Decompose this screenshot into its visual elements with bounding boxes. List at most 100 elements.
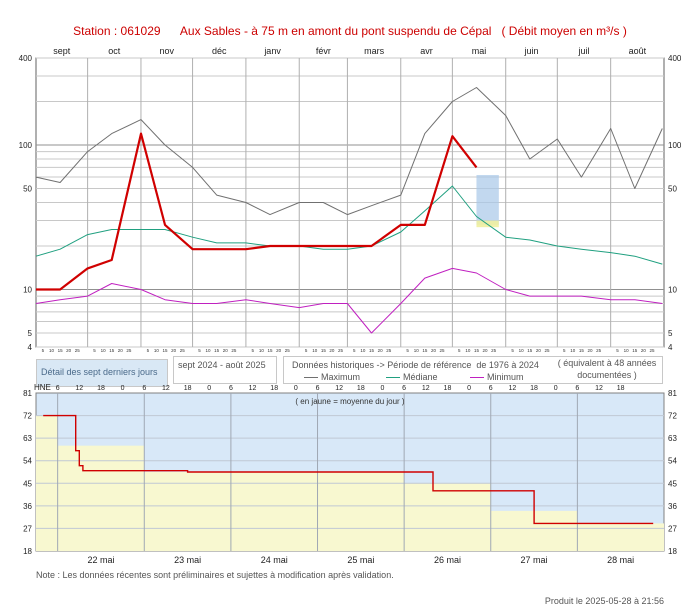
day-tick-label: 10	[101, 348, 107, 353]
detail-day-label: 27 mai	[521, 555, 548, 565]
historical-note-box: ( équivalent à 48 années documentées )	[553, 357, 661, 383]
y-tick-label-right: 50	[668, 184, 677, 193]
daily-mean-block	[490, 510, 578, 551]
detail-y-tick-right: 72	[668, 412, 677, 421]
month-label: sept	[53, 46, 71, 56]
day-tick-label: 5	[305, 348, 308, 353]
median-series-line	[35, 185, 663, 265]
day-tick-label: 5	[563, 348, 566, 353]
detail-y-tick-right: 18	[668, 547, 677, 556]
month-label: janv	[263, 46, 281, 56]
detail-day-label: 24 mai	[261, 555, 288, 565]
y-tick-label-left: 10	[23, 285, 32, 294]
legend-minimum-swatch	[470, 377, 484, 379]
day-tick-label: 20	[536, 348, 542, 353]
day-tick-label: 15	[527, 348, 533, 353]
day-tick-label: 10	[154, 348, 160, 353]
detail-y-tick-left: 72	[23, 412, 32, 421]
daily-mean-block	[144, 472, 231, 551]
day-tick-label: 20	[378, 348, 384, 353]
y-tick-label-right: 100	[668, 141, 682, 150]
y-tick-label-left: 400	[19, 54, 33, 63]
hour-tick-label: 18	[184, 385, 192, 392]
y-tick-label-right: 10	[668, 285, 677, 294]
detail-y-tick-left: 18	[23, 547, 32, 556]
detail-y-tick-right: 27	[668, 524, 677, 533]
day-tick-label: 20	[588, 348, 594, 353]
hour-tick-label: 6	[402, 385, 406, 392]
detail-flow-line	[43, 414, 654, 525]
recent-period-highlight	[476, 174, 499, 225]
day-tick-label: 25	[386, 348, 392, 353]
day-tick-label: 25	[338, 348, 344, 353]
month-label: déc	[212, 46, 227, 56]
hour-tick-label: 12	[509, 385, 517, 392]
month-label: juin	[524, 46, 539, 56]
detail-day-label: 28 mai	[607, 555, 634, 565]
footnote: Note : Les données récentes sont prélimi…	[36, 570, 394, 580]
day-tick-label: 15	[474, 348, 480, 353]
day-tick-label: 25	[126, 348, 132, 353]
day-tick-label: 20	[329, 348, 335, 353]
day-tick-label: 20	[276, 348, 282, 353]
day-tick-label: 5	[93, 348, 96, 353]
detail-y-tick-left: 27	[23, 524, 32, 533]
historical-note: ( équivalent à 48 années documentées )	[557, 358, 657, 380]
hour-tick-label: 18	[617, 385, 625, 392]
hour-tick-label: 0	[294, 385, 298, 392]
day-tick-label: 25	[440, 348, 446, 353]
month-label: mai	[472, 46, 487, 56]
period-label: sept 2024 - août 2025	[178, 360, 266, 370]
day-tick-label: 10	[259, 348, 265, 353]
day-tick-label: 25	[231, 348, 237, 353]
detail-y-tick-right: 36	[668, 502, 677, 511]
day-tick-label: 5	[42, 348, 45, 353]
detail-y-tick-left: 81	[23, 389, 32, 398]
detail-y-tick-right: 81	[668, 389, 677, 398]
detail-label: Détail des sept derniers jours	[41, 367, 158, 377]
day-tick-label: 25	[649, 348, 655, 353]
legend-maximum-label: Maximum	[321, 372, 361, 382]
day-tick-label: 25	[596, 348, 602, 353]
day-tick-label: 10	[49, 348, 55, 353]
month-label: juil	[577, 46, 589, 56]
produced-timestamp: Produit le 2025-05-28 à 21:56	[544, 596, 664, 606]
hour-tick-label: 12	[335, 385, 343, 392]
title-name: Aux Sables - à 75 m en amont du pont sus…	[179, 24, 492, 38]
day-tick-label: 20	[171, 348, 177, 353]
detail-day-label: 25 mai	[347, 555, 374, 565]
y-tick-label-right: 5	[668, 329, 673, 338]
day-tick-label: 25	[75, 348, 81, 353]
hour-tick-label: 18	[270, 385, 278, 392]
daily-mean-block	[404, 483, 491, 551]
day-tick-label: 15	[579, 348, 585, 353]
legend-median-label: Médiane	[403, 372, 438, 382]
day-tick-label: 25	[180, 348, 186, 353]
day-tick-label: 20	[223, 348, 229, 353]
hour-tick-label: 12	[595, 385, 603, 392]
day-tick-label: 25	[544, 348, 550, 353]
hour-tick-label: 0	[554, 385, 558, 392]
day-tick-label: 5	[147, 348, 150, 353]
maximum-series-line	[35, 87, 663, 216]
daily-mean-block	[57, 445, 145, 551]
day-tick-label: 15	[214, 348, 220, 353]
daily-mean-block	[36, 415, 58, 551]
day-tick-label: 10	[570, 348, 576, 353]
y-tick-label-left: 4	[28, 343, 33, 352]
day-tick-label: 20	[118, 348, 124, 353]
day-tick-label: 15	[267, 348, 273, 353]
day-tick-label: 15	[58, 348, 64, 353]
month-label: nov	[160, 46, 175, 56]
month-label: févr	[316, 46, 331, 56]
historical-legend-box: Données historiques -> Période de référe…	[283, 356, 663, 384]
month-label: oct	[108, 46, 121, 56]
daily-mean-block	[230, 472, 318, 551]
day-tick-label: 20	[66, 348, 72, 353]
month-label: mars	[364, 46, 384, 56]
day-tick-label: 5	[252, 348, 255, 353]
legend-minimum-label: Minimum	[487, 372, 524, 382]
detail-annotation: ( en jaune = moyenne du jour )	[295, 397, 405, 406]
legend-maximum: Maximum	[304, 372, 360, 382]
hour-tick-label: 0	[207, 385, 211, 392]
